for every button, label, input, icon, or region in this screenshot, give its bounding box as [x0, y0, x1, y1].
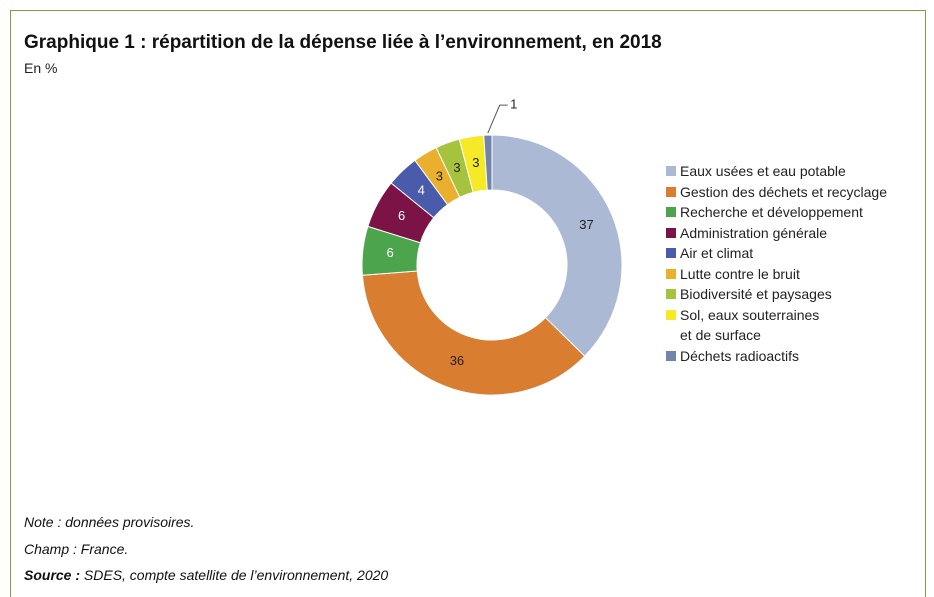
legend-swatch: [666, 207, 676, 217]
legend-swatch: [666, 166, 676, 176]
legend-label: Recherche et développement: [680, 204, 863, 220]
legend-item: Eaux usées et eau potable: [666, 161, 887, 182]
data-label: 3: [436, 168, 443, 183]
legend-label: Eaux usées et eau potable: [680, 163, 846, 179]
donut-segment: [491, 134, 623, 357]
legend-label: Sol, eaux souterraines et de surface: [680, 306, 820, 344]
legend-item: Air et climat: [666, 243, 887, 264]
data-label: 37: [579, 217, 593, 232]
legend-label: Lutte contre le bruit: [680, 265, 800, 282]
legend-label: Air et climat: [680, 245, 754, 261]
source: Source : SDES, compte satellite de l’env…: [24, 567, 388, 583]
donut-segment: [483, 134, 493, 191]
legend-swatch: [666, 227, 676, 238]
donut-segment: [361, 270, 586, 396]
legend-item: Lutte contre le bruit: [666, 264, 887, 285]
legend-swatch: [666, 268, 676, 279]
legend-item: Gestion des déchets et recyclage: [666, 182, 887, 203]
legend-item: Sol, eaux souterraines et de surface: [666, 305, 887, 346]
legend-swatch: [666, 248, 676, 258]
legend-swatch: [666, 186, 676, 197]
legend-swatch: [666, 309, 676, 320]
note: Note : données provisoires.: [24, 514, 195, 530]
data-label: 3: [472, 155, 479, 170]
legend-label: Gestion des déchets et recyclage: [680, 183, 888, 200]
legend-swatch: [666, 350, 676, 361]
legend-item: Administration générale: [666, 223, 887, 244]
legend-label: Administration générale: [680, 224, 828, 241]
source-label: Source :: [24, 567, 81, 583]
data-label: 6: [387, 245, 394, 260]
legend-item: Recherche et développement: [666, 202, 887, 223]
data-label: 1: [510, 97, 517, 112]
legend: Eaux usées et eau potable Gestion des déc…: [666, 161, 887, 366]
legend-swatch: [666, 289, 676, 299]
legend-item: Déchets radioactifs: [666, 346, 887, 367]
data-label: 4: [418, 182, 425, 197]
legend-label: Déchets radioactifs: [680, 347, 800, 364]
chart-subtitle: En %: [24, 60, 58, 76]
legend-label: Biodiversité et paysages: [680, 286, 832, 302]
chart-title: Graphique 1 : répartition de la dépense …: [24, 32, 662, 53]
legend-item: Biodiversité et paysages: [666, 284, 887, 305]
champ: Champ : France.: [24, 541, 129, 557]
leader-line: [487, 104, 508, 134]
source-text: SDES, compte satellite de l’environnemen…: [83, 567, 389, 583]
data-label: 6: [398, 208, 405, 223]
data-label: 36: [450, 353, 464, 368]
frame: [10, 10, 926, 597]
data-label: 3: [453, 160, 460, 175]
